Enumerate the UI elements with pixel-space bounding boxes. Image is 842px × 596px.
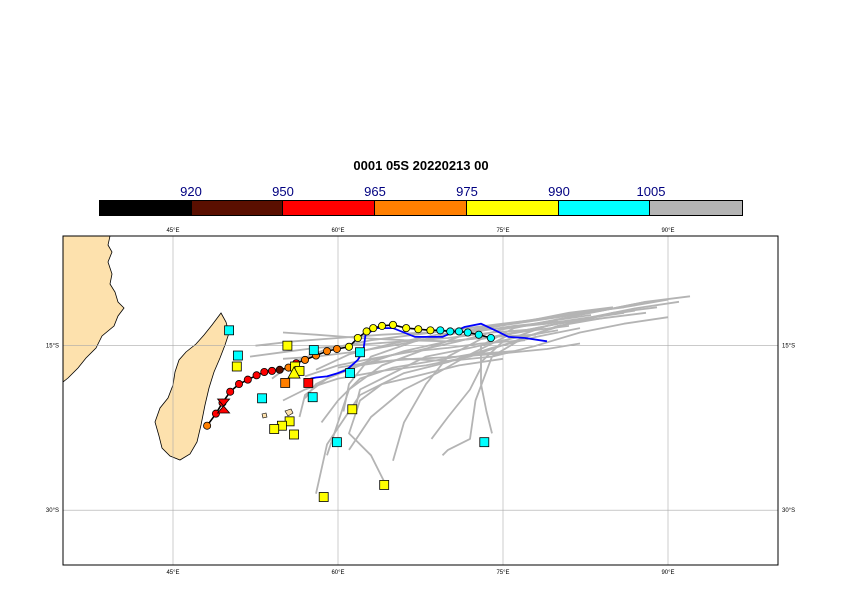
observed-track-point — [260, 367, 269, 376]
observed-track-point — [267, 366, 276, 375]
hourglass-marker — [216, 398, 231, 414]
position-marker-square — [379, 480, 390, 490]
ensemble-track-line — [282, 311, 647, 402]
observed-track-point — [203, 421, 212, 430]
position-marker-square — [257, 393, 268, 404]
ensemble-track-line — [348, 357, 504, 489]
colorbar-label-965: 965 — [364, 184, 386, 199]
observed-track-point — [436, 326, 445, 335]
observed-track-point — [446, 327, 455, 336]
colorbar-label-1005: 1005 — [636, 184, 666, 199]
lon-tick-label-top: 45°E — [166, 228, 179, 234]
colorbar-label-920: 920 — [180, 184, 202, 199]
observed-track-point — [226, 387, 235, 396]
lon-tick-label-bottom: 75°E — [496, 570, 509, 576]
observed-track-point — [344, 342, 353, 351]
colorbar-segment — [191, 201, 284, 215]
observed-track-point — [474, 330, 483, 339]
colorbar-segment — [283, 201, 376, 215]
observed-track-point — [322, 347, 331, 356]
position-marker-square — [303, 378, 314, 388]
lon-tick-label-top: 75°E — [496, 228, 509, 234]
observed-track-point — [377, 321, 386, 330]
chart-title: 0001 05S 20220213 00 — [353, 158, 489, 173]
observed-track — [203, 320, 495, 430]
observed-track-point — [211, 409, 220, 418]
observed-track-point — [486, 333, 495, 342]
colorbar-segment — [466, 201, 559, 215]
colorbar-label-950: 950 — [272, 184, 294, 199]
position-marker-square — [308, 345, 319, 355]
lon-tick-label-bottom: 60°E — [331, 570, 344, 576]
lat-tick-label-left: 30°S — [46, 508, 59, 514]
lat-tick-label-right: 15°S — [782, 344, 795, 350]
best-track-markers — [216, 366, 301, 414]
colorbar-segment — [558, 201, 651, 215]
pressure-colorbar — [99, 200, 743, 216]
observed-track-point — [426, 326, 435, 335]
colorbar-segment — [100, 201, 192, 215]
observed-track-point — [388, 320, 397, 329]
position-marker-square — [232, 350, 243, 361]
reunion-island — [261, 412, 268, 419]
position-marker-square — [331, 437, 342, 448]
lon-tick-label-bottom: 45°E — [166, 570, 179, 576]
madagascar-landmass — [154, 312, 230, 461]
observed-track-point — [275, 365, 284, 374]
observed-track-point — [300, 355, 309, 364]
ensemble-track-line — [342, 300, 680, 412]
triangle-marker — [287, 366, 301, 379]
position-marker-square — [224, 325, 235, 336]
colorbar-label-990: 990 — [548, 184, 570, 199]
map-frame — [62, 235, 779, 566]
observed-track-point — [243, 375, 252, 384]
position-marker-square — [345, 368, 356, 378]
position-marker-square — [269, 424, 280, 434]
observed-track-point — [402, 324, 411, 333]
position-marker-square — [479, 437, 490, 448]
colorbar-label-975: 975 — [456, 184, 478, 199]
lon-tick-label-top: 90°E — [661, 228, 674, 234]
colorbar-segment — [650, 201, 742, 215]
observed-track-point — [252, 371, 261, 380]
position-marker-square — [355, 347, 365, 358]
observed-track-point — [362, 327, 371, 336]
position-marker-square — [318, 492, 329, 502]
lon-tick-label-bottom: 90°E — [661, 570, 674, 576]
map-axis-ticks: 45°E 45°E 60°E 60°E 75°E 75°E 90°E 90°E 15°S 15°S… — [46, 228, 795, 576]
ensemble-track-line — [326, 316, 669, 380]
position-marker-square — [231, 361, 242, 372]
position-marker-square — [307, 392, 318, 403]
lat-tick-label-left: 15°S — [46, 344, 59, 350]
lon-tick-label-top: 60°E — [331, 228, 344, 234]
observed-track-point — [369, 324, 378, 333]
colorbar-segment — [375, 201, 467, 215]
position-marker-square — [280, 378, 291, 388]
observed-track-point — [353, 333, 362, 342]
observed-track-point — [332, 344, 341, 353]
position-markers — [224, 325, 490, 502]
mauritius-island — [284, 408, 294, 417]
lat-tick-label-right: 30°S — [782, 508, 795, 514]
position-marker-square — [347, 404, 358, 415]
position-marker-square — [282, 340, 293, 351]
position-marker-square — [289, 429, 299, 440]
ensemble-track-line — [320, 350, 515, 423]
observed-track-point — [454, 327, 463, 336]
observed-track-point — [234, 380, 243, 389]
observed-track-point — [463, 328, 472, 337]
observed-track-point — [414, 325, 423, 334]
